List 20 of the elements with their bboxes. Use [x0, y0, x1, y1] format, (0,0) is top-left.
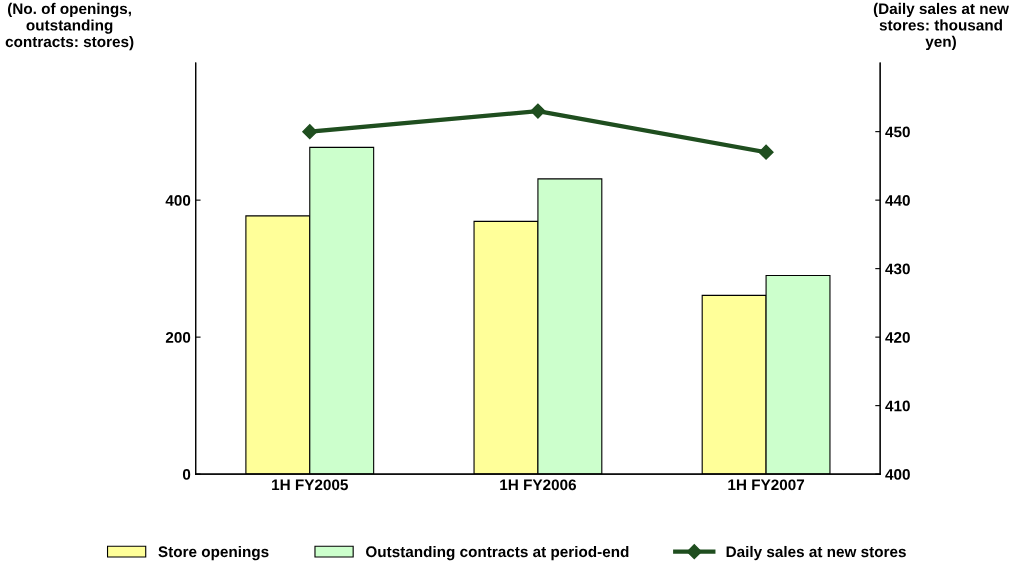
- legend-label: Outstanding contracts at period-end: [366, 545, 629, 561]
- x-tick-label: 1H FY2006: [500, 479, 577, 491]
- y2-tick-label: 420: [885, 332, 910, 343]
- y2-axis-title: (Daily sales at new stores: thousand yen): [873, 2, 1009, 51]
- y-axis-title: (No. of openings, outstanding contracts: stores): [5, 2, 134, 51]
- legend-label: Store openings: [158, 545, 269, 561]
- y-tick-label: 0: [182, 468, 191, 480]
- point: [530, 103, 546, 119]
- point: [758, 144, 774, 160]
- legend-label: Daily sales at new stores: [726, 545, 906, 561]
- y-tick-label: 400: [165, 195, 191, 206]
- y2-tick-label: 410: [885, 400, 910, 412]
- x-tick-label: 1H FY2007: [728, 479, 805, 491]
- y2-tick-label: 450: [885, 126, 910, 138]
- y2-tick-label: 430: [885, 263, 910, 275]
- y2-tick-label: 400: [885, 468, 910, 480]
- x-tick-label: 1H FY2005: [272, 479, 348, 491]
- y-tick-label: 200: [165, 332, 191, 343]
- y2-tick-label: 440: [885, 195, 910, 206]
- point: [302, 124, 318, 140]
